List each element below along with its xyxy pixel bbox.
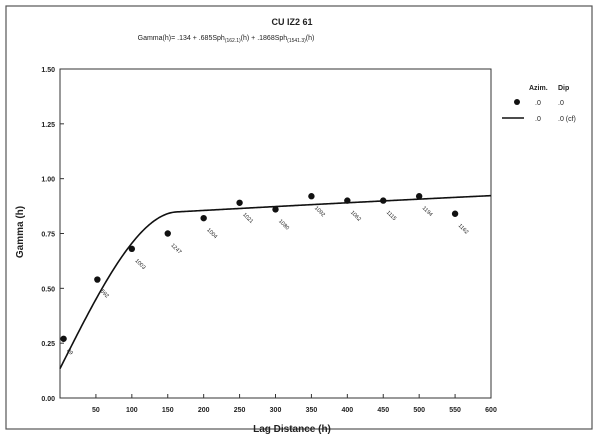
x-tick-label: 550 <box>449 407 461 414</box>
legend-dot-azim: .0 <box>535 100 541 107</box>
pair-count-label: 89 <box>65 348 74 357</box>
data-point <box>200 214 207 222</box>
pair-count-label: 1194 <box>421 205 434 218</box>
pair-count-label: 1080 <box>277 219 290 232</box>
data-point <box>60 335 67 342</box>
legend-line-azim: .0 <box>535 116 541 123</box>
pair-count-label: 1162 <box>457 223 470 236</box>
data-point <box>415 193 423 200</box>
x-axis-label: Lag Distance (h) <box>253 424 331 435</box>
data-point <box>236 199 243 206</box>
legend-header-azim: Azim. <box>529 85 548 92</box>
x-tick-label: 100 <box>126 407 138 414</box>
experimental-points: 89 592 1003 1247 1004 1021 1080 1092 1062 1115 119… <box>60 193 469 357</box>
y-tick-label: 0.75 <box>41 232 55 239</box>
figure-border <box>5 5 593 430</box>
x-tick-label: 500 <box>413 407 425 414</box>
x-tick-label: 450 <box>377 407 389 414</box>
plot-area <box>59 68 492 399</box>
x-tick-label: 50 <box>92 407 100 414</box>
pair-count-label: 1004 <box>205 227 218 240</box>
data-point <box>380 197 387 204</box>
data-point <box>128 245 136 253</box>
y-tick-label: 0.00 <box>41 396 55 403</box>
pair-count-label: 1247 <box>169 243 182 256</box>
x-tick-label: 350 <box>306 407 318 414</box>
pair-count-label: 1062 <box>349 210 362 223</box>
data-point <box>272 206 279 213</box>
x-tick-label: 300 <box>270 407 282 414</box>
y-tick-label: 0.50 <box>41 286 55 293</box>
y-axis-label: Gamma (h) <box>15 206 26 258</box>
x-tick-label: 400 <box>341 407 353 414</box>
x-tick-label: 150 <box>162 407 174 414</box>
data-point <box>451 210 459 217</box>
legend-dot-marker <box>514 99 520 105</box>
y-tick-label: 1.25 <box>41 122 55 129</box>
y-tick-label: 1.00 <box>41 177 55 184</box>
legend: Azim. Dip .0 .0 .0 .0 (cf) <box>502 85 576 123</box>
y-tick-label: 0.25 <box>41 341 55 348</box>
pair-count-label: 1021 <box>241 212 254 225</box>
pair-count-label: 592 <box>99 289 110 300</box>
data-point <box>164 230 171 237</box>
x-tick-label: 200 <box>198 407 210 414</box>
model-curve <box>59 194 492 369</box>
x-tick-label: 600 <box>485 407 497 414</box>
axis-ticks: 50 100 150 200 250 300 350 400 450 500 550 600 0.00 0… <box>41 67 497 414</box>
chart-title: CU IZ2 61 <box>271 17 312 27</box>
model-curve-group <box>59 194 492 369</box>
legend-dot-dip: .0 <box>558 100 564 107</box>
legend-header-dip: Dip <box>558 85 569 92</box>
y-tick-label: 1.50 <box>41 67 55 74</box>
data-point <box>94 276 101 283</box>
pair-count-label: 1003 <box>133 258 146 271</box>
x-tick-label: 250 <box>234 407 246 414</box>
data-point <box>308 193 315 200</box>
data-point <box>344 197 351 204</box>
pair-count-label: 1115 <box>385 210 397 222</box>
chart-subtitle: Gamma(h)= .134 + .685Sph(162.1)(h) + .18… <box>138 35 315 44</box>
pair-count-label: 1092 <box>313 205 326 218</box>
legend-line-dip: .0 (cf) <box>558 116 576 123</box>
